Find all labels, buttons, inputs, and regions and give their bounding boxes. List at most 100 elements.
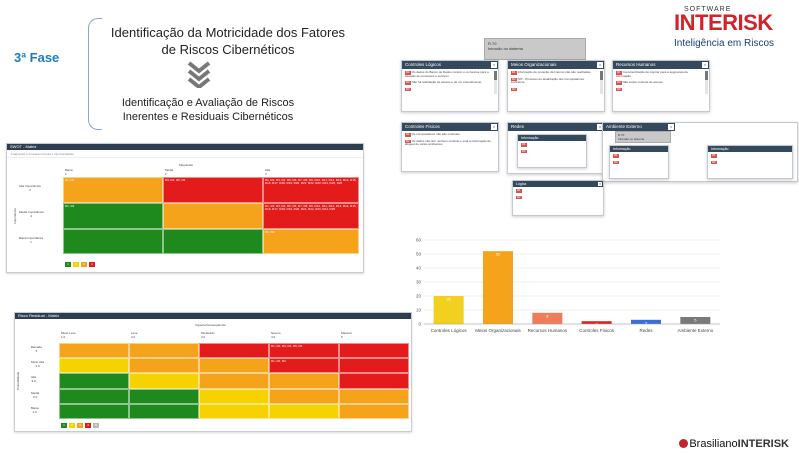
ambiente-sub-card-b[interactable]: Informação R1 R2 xyxy=(707,145,793,179)
bar xyxy=(581,321,612,324)
legend-chip[interactable]: 4 xyxy=(89,262,95,267)
residual-side-axis: Probabilidade xyxy=(16,371,21,391)
scrollbar[interactable] xyxy=(705,71,708,95)
close-icon[interactable]: × xyxy=(491,124,497,130)
matrix-cell[interactable] xyxy=(339,388,409,404)
matrix-col-label: Média 2 xyxy=(165,168,174,176)
matrix-cell[interactable] xyxy=(129,388,199,404)
matrix-row-label: Baixa Importância 1 xyxy=(19,236,44,244)
card-title: Meios Organizacionais xyxy=(511,62,557,67)
scrollbar[interactable] xyxy=(600,71,603,95)
close-icon[interactable]: × xyxy=(702,62,708,68)
card-title: Redes xyxy=(511,124,525,129)
legend-chip[interactable]: 3 xyxy=(77,423,83,428)
y-tick-label: 50 xyxy=(416,252,422,257)
close-icon[interactable]: × xyxy=(668,124,674,130)
x-tick-label: Controles Lógicos xyxy=(431,328,468,333)
matrix-cell[interactable] xyxy=(129,373,199,389)
risk-bar-chart: 0 10 20 30 40 50 60 20 Controles Lógicos 52 Meios … xyxy=(410,236,726,354)
card-title: Lógica xyxy=(516,182,527,186)
matrix-col-label: Massivo 5 xyxy=(341,331,353,339)
tooltip-r70: R.70 Intrusão no sistema xyxy=(484,38,586,60)
legend-chip[interactable]: 4 xyxy=(85,423,91,428)
legend-chip[interactable]: 2 xyxy=(69,423,75,428)
matrix-cell[interactable] xyxy=(59,358,129,374)
card-redes[interactable]: Redes × Informação R1 R2 xyxy=(507,122,605,174)
title-line-2: de Riscos Cibernéticos xyxy=(161,42,295,57)
x-tick-label: Redes xyxy=(639,328,653,333)
bar xyxy=(433,296,464,324)
risk-tag: R2 xyxy=(516,194,522,200)
matrix-row-label: Elevada 5 xyxy=(31,345,42,353)
residual-matrix-panel: Risco Residual - Matriz Impacto/Consequê… xyxy=(14,312,412,432)
matrix-cell[interactable] xyxy=(59,388,129,404)
tooltip-line-1: R.70 xyxy=(488,41,497,46)
matrix-cell[interactable] xyxy=(199,373,269,389)
matrix-cell[interactable] xyxy=(59,373,129,389)
legend-chip[interactable]: 1 xyxy=(65,262,71,267)
legend-chip[interactable]: 2 xyxy=(73,262,79,267)
matrix-cell[interactable] xyxy=(269,388,339,404)
close-icon[interactable]: × xyxy=(598,181,602,186)
matrix-col-label: Baixa 1 xyxy=(65,168,73,176)
legend-chip[interactable]: 5 xyxy=(93,423,99,428)
card-controles-logicos[interactable]: Controles Lógicos × R1 Os dados do Banco d… xyxy=(401,60,499,112)
risk-text: Os dados não têm nenhum controle e está … xyxy=(405,138,491,147)
matrix-cell[interactable]: R3, R4, R5, R6 xyxy=(163,177,263,203)
risk-tag: R1 xyxy=(613,153,619,158)
matrix-row-label: Média Importância 2 xyxy=(19,210,44,218)
matrix-cell[interactable]: R1, R2, R3, R4, R5, R6, R7, R8, R9, R10,… xyxy=(263,203,359,229)
matrix-cell[interactable] xyxy=(199,343,269,359)
card-meios-organizacionais[interactable]: Meios Organizacionais × R1 Informação de p… xyxy=(507,60,605,112)
matrix-cell[interactable]: R1, R2 xyxy=(63,177,163,203)
scrollbar[interactable] xyxy=(494,71,497,95)
risk-tag: R1 xyxy=(405,132,411,137)
matrix-cell[interactable] xyxy=(339,343,409,359)
matrix-cell[interactable] xyxy=(199,388,269,404)
bar xyxy=(631,319,661,324)
bar-value-label: 8 xyxy=(546,313,549,318)
card-logica[interactable]: Lógica × R1 R2 xyxy=(512,180,604,216)
risk-tag: R2 xyxy=(405,80,411,85)
matrix-cell[interactable] xyxy=(129,403,199,419)
card-ambiente-externo[interactable]: Ambiente Externo × R.70 Intrusão no siste… xyxy=(602,122,798,182)
card-controles-fisicos[interactable]: Controles Físicos × R1 Os computadores não… xyxy=(401,122,499,172)
matrix-cell[interactable] xyxy=(339,403,409,419)
close-icon[interactable]: × xyxy=(597,62,603,68)
matrix-cell[interactable] xyxy=(339,373,409,389)
card-title: Recursos Humanos xyxy=(616,62,656,67)
close-icon[interactable]: × xyxy=(597,124,603,130)
swot-tabs[interactable]: Fraquezas e Ameaças Forças e Oportunidad… xyxy=(7,150,363,158)
matrix-col-label: Severo 4.0 xyxy=(271,331,281,339)
matrix-cell[interactable]: R1, R2, R3, R4, R5, R6, R7, R8, R9, R10,… xyxy=(263,177,359,203)
legend-chip[interactable]: 1 xyxy=(61,423,67,428)
swot-top-axis: Magnitude xyxy=(179,163,194,167)
matrix-cell[interactable]: R1, R2, R3, R4, R5, R6 xyxy=(269,343,339,359)
matrix-cell[interactable] xyxy=(163,229,263,254)
risk-tag: R1 xyxy=(616,70,622,75)
risk-tag: R2 xyxy=(711,159,717,165)
card-recursos-humanos[interactable]: Recursos Humanos × R1 Conscientização de i… xyxy=(612,60,710,112)
ambiente-sub-card-a[interactable]: Informação R1 R2 xyxy=(609,145,669,179)
matrix-cell[interactable] xyxy=(269,373,339,389)
close-icon[interactable]: × xyxy=(491,62,497,68)
matrix-cell[interactable]: R1, R2, R3 xyxy=(269,358,339,374)
matrix-cell[interactable] xyxy=(63,229,163,254)
matrix-cell[interactable] xyxy=(199,358,269,374)
matrix-cell[interactable] xyxy=(129,358,199,374)
matrix-row-label: Muito Alta 4.0 xyxy=(31,360,45,369)
brace-decoration xyxy=(88,18,102,130)
matrix-cell[interactable] xyxy=(269,403,339,419)
matrix-cell[interactable] xyxy=(59,343,129,359)
matrix-cell[interactable] xyxy=(339,358,409,374)
redes-sub-card[interactable]: Informação R1 R2 xyxy=(517,134,587,168)
matrix-cell[interactable] xyxy=(199,403,269,419)
legend-chip[interactable]: 3 xyxy=(81,262,87,267)
matrix-cell[interactable] xyxy=(59,403,129,419)
matrix-cell[interactable] xyxy=(163,203,263,229)
matrix-cell[interactable]: R1, R2 xyxy=(263,229,359,254)
footer-brand-a: Brasiliano xyxy=(689,438,738,450)
matrix-cell[interactable] xyxy=(129,343,199,359)
matrix-cell[interactable]: R1, R2 xyxy=(63,203,163,229)
risk-text: Informação de proteção da Internet não s… xyxy=(517,70,591,74)
